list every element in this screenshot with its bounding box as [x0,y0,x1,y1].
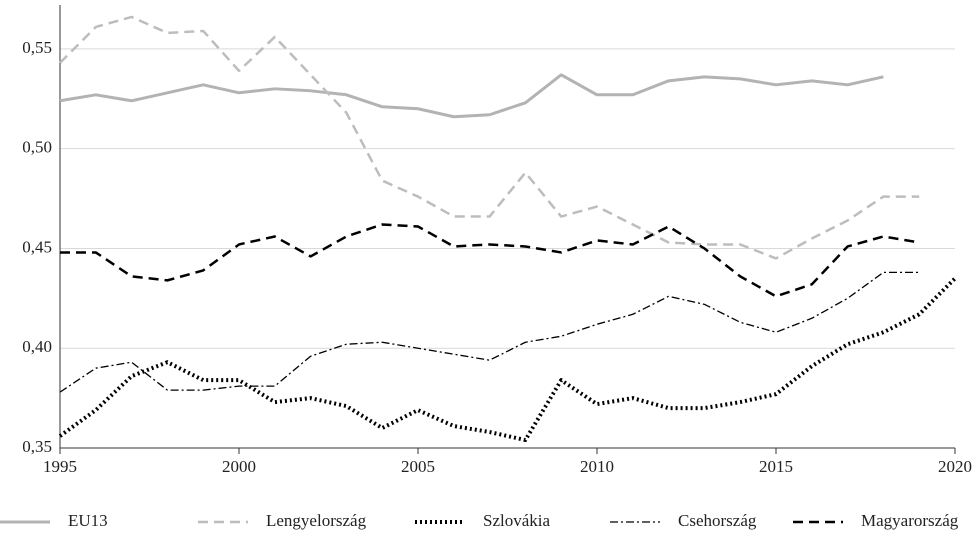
legend-label: Magyarország [861,511,959,530]
x-tick-label: 2010 [580,457,614,476]
series-line [58,276,957,443]
legend-label: Csehország [678,511,757,530]
legend-label: EU13 [68,511,108,530]
x-tick-label: 2000 [222,457,256,476]
y-tick-label: 0,40 [22,337,52,356]
x-tick-label: 2020 [938,457,972,476]
y-tick-label: 0,45 [22,237,52,256]
series-line [59,15,920,260]
y-tick-label: 0,55 [22,38,52,57]
series-line [60,223,920,298]
legend-label: Lengyelország [266,511,367,530]
y-tick-label: 0,35 [22,437,52,456]
series-line [59,271,920,393]
legend-label: Szlovákia [483,511,550,530]
series-line [59,73,884,119]
x-tick-label: 2015 [759,457,793,476]
x-tick-label: 2005 [401,457,435,476]
y-tick-label: 0,50 [22,138,52,157]
x-tick-label: 1995 [43,457,77,476]
